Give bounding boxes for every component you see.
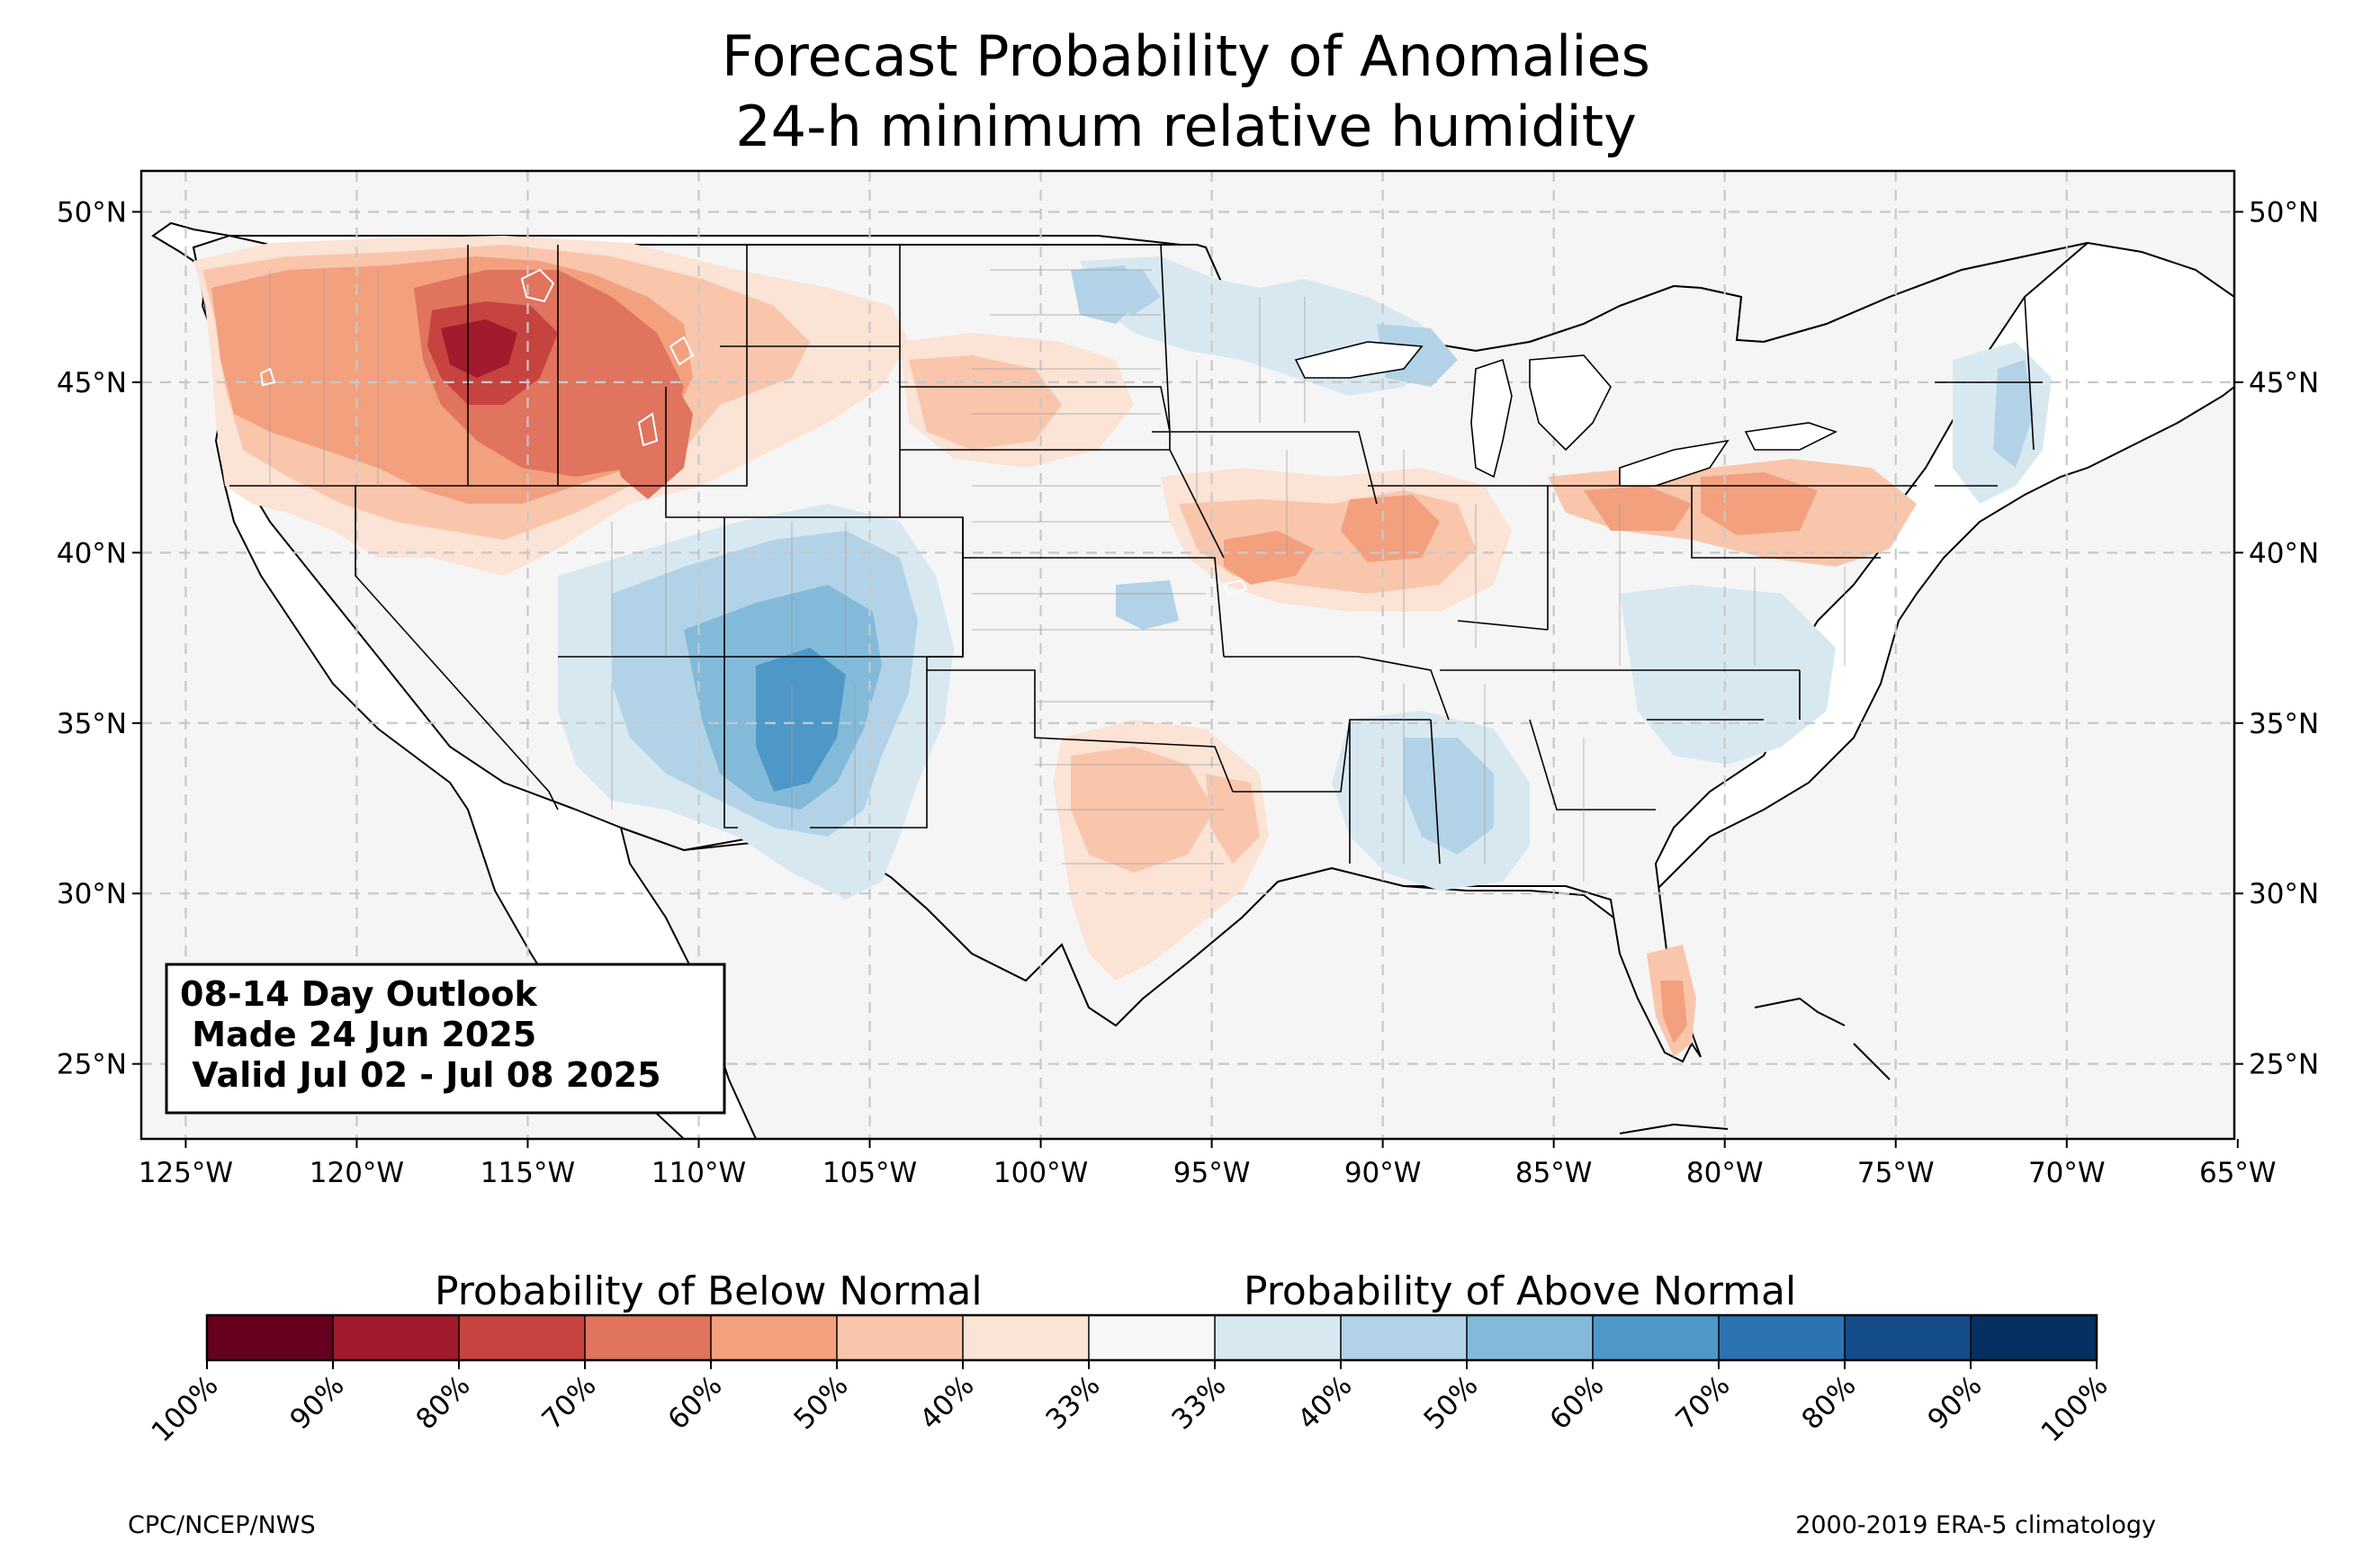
colorbar-segment (585, 1315, 712, 1360)
lon-tick-label: 65°W (2199, 1157, 2277, 1189)
map-panel (141, 171, 2234, 1139)
lat-tick-label-right: 45°N (2249, 367, 2319, 399)
colorbar-segment (711, 1315, 838, 1360)
colorbar-tick-label: 50% (1417, 1369, 1484, 1436)
colorbar-tick-label: 60% (1543, 1369, 1610, 1436)
colorbar-tick-label: 33% (1165, 1369, 1232, 1436)
colorbar-segment (1719, 1315, 1846, 1360)
colorbar-above-label: Probability of Above Normal (1244, 1268, 1797, 1314)
colorbar-segment (1341, 1315, 1468, 1360)
title-line-2: 24-h minimum relative humidity (735, 94, 1637, 159)
lat-tick-label-left: 45°N (57, 367, 127, 399)
outlook-valid-dates: Valid Jul 02 - Jul 08 2025 (180, 1055, 661, 1095)
colorbar-segment (333, 1315, 460, 1360)
lat-tick-label-left: 50°N (57, 196, 127, 228)
colorbar-tick-label: 90% (1921, 1369, 1988, 1436)
great-lakes (1294, 341, 1838, 487)
lon-tick-label: 80°W (1686, 1157, 1764, 1189)
colorbar-segment (1593, 1315, 1720, 1360)
colorbar (205, 1313, 2098, 1362)
colorbar-below-label: Probability of Below Normal (435, 1268, 983, 1314)
colorbar-tick-labels: 100% 90% 80% 70% 60% 50% 40% 33% 33% 40% 50% 60% 70%… (146, 1360, 2115, 1448)
lon-tick-label: 90°W (1344, 1157, 1422, 1189)
colorbar-frame (205, 1313, 2098, 1362)
title-line-1: Forecast Probability of Anomalies (722, 23, 1650, 89)
map-frame (139, 169, 2236, 1141)
lon-tick-label: 75°W (1857, 1157, 1935, 1189)
above-gulf-50 (1404, 738, 1494, 855)
probability-shading (193, 236, 2052, 1057)
lat-tick-label-right: 30°N (2249, 878, 2319, 910)
lat-tick-label-left: 30°N (57, 878, 127, 910)
lon-tick-label: 70°W (2028, 1157, 2106, 1189)
colorbar-tick-label: 100% (2035, 1369, 2115, 1448)
above-ne-50 (1993, 360, 2034, 468)
lon-tick-label: 125°W (139, 1157, 233, 1189)
contour-highlights (259, 268, 1248, 596)
lat-tick-label-right: 40°N (2249, 537, 2319, 569)
lat-tick-label-left: 25°N (57, 1049, 127, 1081)
footer-source: CPC/NCEP/NWS (128, 1511, 316, 1539)
latitude-tick-labels-left: 25°N 30°N 35°N 40°N 45°N 50°N (57, 196, 127, 1080)
latitude-tick-labels-right: 25°N 30°N 35°N 40°N 45°N 50°N (2249, 196, 2319, 1080)
coastline-details (1619, 997, 1891, 1134)
colorbar-tick-label: 33% (1039, 1369, 1106, 1436)
below-fl-60 (1660, 981, 1687, 1044)
colorbar-segment (1215, 1315, 1342, 1360)
above-nm-70 (756, 648, 846, 792)
colorbar-segment (837, 1315, 964, 1360)
colorbar-tick-label: 80% (409, 1369, 476, 1436)
lon-tick-label: 110°W (651, 1157, 746, 1189)
below-oh-pa-60 (1584, 472, 1818, 535)
colorbar-segment (207, 1315, 334, 1360)
lon-tick-label: 95°W (1173, 1157, 1251, 1189)
colorbar-tick-label: 40% (1291, 1369, 1358, 1436)
longitude-tick-labels: 125°W 120°W 115°W 110°W 105°W 100°W 95°W 90°W 85… (139, 1157, 2277, 1189)
county-lines (269, 269, 1846, 882)
lat-tick-label-right: 35°N (2249, 708, 2319, 740)
colorbar-segment (1971, 1315, 2098, 1360)
above-ks-50 (1116, 580, 1179, 630)
colorbar-tick-label: 70% (535, 1369, 602, 1436)
colorbar-segment (1089, 1315, 1216, 1360)
axis-ticks (132, 211, 2243, 1148)
colorbar-tick-label: 70% (1669, 1369, 1736, 1436)
below-mo-il-60 (1224, 495, 1440, 585)
outlook-info-box: 08-14 Day Outlook Made 24 Jun 2025 Valid… (165, 963, 726, 1115)
lat-tick-label-right: 50°N (2249, 196, 2319, 228)
above-nd-50 (1071, 265, 1143, 324)
colorbar-segment (1845, 1315, 1972, 1360)
colorbar-segment (1467, 1315, 1594, 1360)
lon-tick-label: 115°W (481, 1157, 575, 1189)
colorbar-tick-label: 80% (1795, 1369, 1862, 1436)
lon-tick-label: 100°W (993, 1157, 1088, 1189)
colorbar-tick-label: 50% (787, 1369, 854, 1436)
colorbar-segment (963, 1315, 1090, 1360)
lat-tick-label-left: 40°N (57, 537, 127, 569)
below-plains-50 (909, 355, 1062, 450)
outlook-period: 08-14 Day Outlook (180, 974, 538, 1014)
below-wa-50 (234, 324, 288, 405)
colorbar-tick-label: 100% (146, 1369, 225, 1448)
below-wy-60 (612, 369, 693, 499)
graticule (141, 171, 2234, 1139)
colorbar-tick-label: 40% (913, 1369, 980, 1436)
footer-climatology: 2000-2019 ERA-5 climatology (1795, 1511, 2156, 1539)
colorbar-tick-label: 60% (661, 1369, 728, 1436)
lon-tick-label: 120°W (310, 1157, 404, 1189)
colorbar-tick-label: 90% (283, 1369, 350, 1436)
lon-tick-label: 85°W (1515, 1157, 1593, 1189)
lat-tick-label-left: 35°N (57, 708, 127, 740)
colorbar-segment (459, 1315, 586, 1360)
outlook-made-date: Made 24 Jun 2025 (180, 1015, 536, 1054)
below-idmt-90 (441, 319, 517, 378)
lon-tick-label: 105°W (822, 1157, 917, 1189)
lat-tick-label-right: 25°N (2249, 1049, 2319, 1081)
